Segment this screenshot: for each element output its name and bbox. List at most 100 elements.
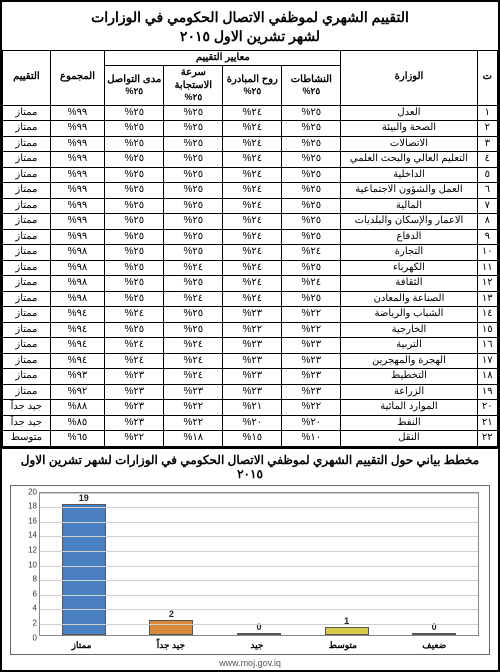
cell-score: ٢٤% bbox=[223, 198, 282, 214]
cell-index: ١٢ bbox=[477, 276, 497, 292]
criterion-weight: ٢٥% bbox=[225, 86, 279, 97]
x-axis-label: جيد جداً bbox=[157, 640, 185, 651]
cell-ministry: النفط bbox=[341, 415, 477, 431]
cell-ministry: العدل bbox=[341, 105, 477, 121]
cell-total: ٨٥% bbox=[50, 415, 104, 431]
cell-score: ٢٥% bbox=[164, 322, 223, 338]
th-total: المجموع bbox=[50, 50, 104, 105]
cell-score: ٢٤% bbox=[223, 136, 282, 152]
cell-total: ٩٩% bbox=[50, 136, 104, 152]
criterion-name: روح المبادرة bbox=[225, 74, 279, 87]
cell-score: ٢٥% bbox=[105, 136, 164, 152]
table-row: ٣الاتصالات٢٥%٢٤%٢٥%٢٥%٩٩%ممتاز bbox=[3, 136, 498, 152]
cell-score: ٢٤% bbox=[282, 245, 341, 261]
th-criterion: مدى التواصل٢٥% bbox=[105, 66, 164, 105]
cell-score: ٢٤% bbox=[223, 152, 282, 168]
table-row: ١١الكهرباء٢٥%٢٤%٢٤%٢٥%٩٨%ممتاز bbox=[3, 260, 498, 276]
evaluation-table: ت الوزارة معايير التقييم المجموع التقييم… bbox=[2, 50, 498, 447]
cell-rating: متوسط bbox=[3, 431, 51, 447]
grid-line bbox=[40, 551, 478, 552]
grid-line bbox=[40, 624, 478, 625]
cell-index: ١٦ bbox=[477, 338, 497, 354]
cell-score: ٢٥% bbox=[164, 276, 223, 292]
cell-ministry: الداخلية bbox=[341, 167, 477, 183]
table-row: ٢الصحة والبيئة٢٥%٢٤%٢٥%٢٥%٩٩%ممتاز bbox=[3, 121, 498, 137]
cell-score: ٢٠% bbox=[223, 415, 282, 431]
cell-score: ٢٤% bbox=[223, 291, 282, 307]
table-row: ١٦التربية٢٣%٢٣%٢٤%٢٤%٩٤%ممتاز bbox=[3, 338, 498, 354]
table-body: ١العدل٢٥%٢٤%٢٥%٢٥%٩٩%ممتاز٢الصحة والبيئة… bbox=[3, 105, 498, 446]
cell-index: ١٣ bbox=[477, 291, 497, 307]
cell-score: ٢٥% bbox=[105, 322, 164, 338]
chart-box: 192010 ممتازجيد جداًجيدمتوسطضعيف 0246810… bbox=[10, 485, 490, 655]
cell-rating: ممتاز bbox=[3, 183, 51, 199]
cell-score: ٢٥% bbox=[164, 152, 223, 168]
grid-line bbox=[40, 580, 478, 581]
cell-score: ٢٣% bbox=[105, 384, 164, 400]
cell-rating: ممتاز bbox=[3, 291, 51, 307]
cell-score: ٢٣% bbox=[105, 369, 164, 385]
table-row: ١٧الهجرة والمهجرين٢٣%٢٣%٢٤%٢٤%٩٤%ممتاز bbox=[3, 353, 498, 369]
cell-score: ٢٢% bbox=[164, 415, 223, 431]
th-index: ت bbox=[477, 50, 497, 105]
cell-ministry: التجارة bbox=[341, 245, 477, 261]
bar-value-label: 19 bbox=[79, 493, 89, 503]
cell-rating: ممتاز bbox=[3, 121, 51, 137]
cell-total: ٩٤% bbox=[50, 322, 104, 338]
y-tick-label: 8 bbox=[13, 575, 37, 584]
cell-ministry: الكهرباء bbox=[341, 260, 477, 276]
plot-area: 192010 bbox=[39, 492, 479, 636]
cell-rating: ممتاز bbox=[3, 276, 51, 292]
chart-section: مخطط بياني حول التقييم الشهري لموظفي الا… bbox=[2, 447, 498, 657]
page-title: التقييم الشهري لموظفي الاتصال الحكومي في… bbox=[2, 2, 498, 50]
cell-score: ٢٤% bbox=[164, 338, 223, 354]
cell-score: ٢٤% bbox=[223, 245, 282, 261]
cell-score: ٢٤% bbox=[223, 121, 282, 137]
cell-score: ٢٥% bbox=[105, 183, 164, 199]
cell-rating: ممتاز bbox=[3, 105, 51, 121]
bars-container: 192010 bbox=[40, 493, 478, 635]
th-ministry: الوزارة bbox=[341, 50, 477, 105]
grid-line bbox=[40, 595, 478, 596]
cell-index: ١٥ bbox=[477, 322, 497, 338]
cell-score: ٢٥% bbox=[282, 167, 341, 183]
cell-score: ٢٣% bbox=[223, 338, 282, 354]
cell-score: ٢٥% bbox=[282, 198, 341, 214]
cell-total: ٩٢% bbox=[50, 384, 104, 400]
bar-slot: 0 bbox=[404, 493, 464, 635]
cell-rating: ممتاز bbox=[3, 136, 51, 152]
cell-score: ١٥% bbox=[223, 431, 282, 447]
cell-index: ٥ bbox=[477, 167, 497, 183]
cell-index: ٩ bbox=[477, 229, 497, 245]
cell-score: ٢٥% bbox=[105, 198, 164, 214]
cell-score: ٢٥% bbox=[105, 276, 164, 292]
th-criterion: روح المبادرة٢٥% bbox=[223, 66, 282, 105]
cell-score: ٢٤% bbox=[105, 307, 164, 323]
th-rating: التقييم bbox=[3, 50, 51, 105]
cell-score: ٢٤% bbox=[164, 369, 223, 385]
cell-score: ٢٣% bbox=[164, 384, 223, 400]
bar-slot: 0 bbox=[229, 493, 289, 635]
cell-score: ٢٥% bbox=[282, 291, 341, 307]
cell-score: ٢٥% bbox=[282, 214, 341, 230]
table-row: ١٥الخارجية٢٢%٢٢%٢٥%٢٥%٩٤%ممتاز bbox=[3, 322, 498, 338]
table-row: ١٢الثقافة٢٤%٢٤%٢٥%٢٥%٩٨%ممتاز bbox=[3, 276, 498, 292]
table-row: ١٣الصناعة والمعادن٢٥%٢٤%٢٤%٢٥%٩٨%ممتاز bbox=[3, 291, 498, 307]
cell-ministry: الموارد المائية bbox=[341, 400, 477, 416]
bar-slot: 19 bbox=[54, 493, 114, 635]
bar-slot: 1 bbox=[317, 493, 377, 635]
cell-score: ٢٣% bbox=[223, 307, 282, 323]
cell-score: ٢٢% bbox=[164, 400, 223, 416]
bar bbox=[149, 620, 193, 635]
bar bbox=[237, 633, 281, 635]
cell-score: ٢٥% bbox=[164, 183, 223, 199]
criterion-weight: ٢٥% bbox=[107, 86, 161, 97]
table-row: ١العدل٢٥%٢٤%٢٥%٢٥%٩٩%ممتاز bbox=[3, 105, 498, 121]
y-tick-label: 4 bbox=[13, 604, 37, 613]
cell-score: ٢٣% bbox=[105, 415, 164, 431]
table-row: ١٩الزراعة٢٣%٢٣%٢٣%٢٣%٩٢%ممتاز bbox=[3, 384, 498, 400]
cell-score: ٢٤% bbox=[223, 260, 282, 276]
cell-score: ٢٠% bbox=[282, 415, 341, 431]
cell-score: ٢٥% bbox=[164, 245, 223, 261]
cell-score: ٢٣% bbox=[282, 384, 341, 400]
